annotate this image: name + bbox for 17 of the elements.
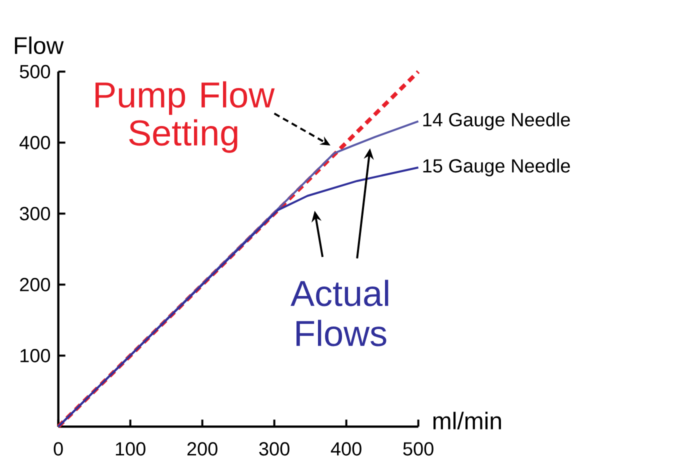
y-tick-label: 100 xyxy=(20,348,50,362)
x-tick-label: 200 xyxy=(187,442,218,456)
series-label: Pump Flow Setting xyxy=(96,81,275,153)
y-tick-label: 200 xyxy=(20,278,50,292)
x-tick-label: 0 xyxy=(54,442,63,456)
annotation: Actual Flows xyxy=(290,280,388,346)
x-tick-label: 300 xyxy=(259,442,290,456)
series-label: 15 Gauge Needle xyxy=(423,158,570,176)
x-tick-label: 100 xyxy=(116,442,146,456)
y-tick-label: 400 xyxy=(20,136,50,150)
x-tick-label: 400 xyxy=(330,442,362,456)
y-tick-label: 300 xyxy=(20,206,50,220)
x-axis-title: ml/min xyxy=(433,412,501,430)
y-tick-label: 500 xyxy=(20,64,50,78)
series-label: 14 Gauge Needle xyxy=(423,112,570,130)
x-tick-label: 500 xyxy=(403,442,434,456)
y-axis-title: Flow xyxy=(14,36,64,54)
